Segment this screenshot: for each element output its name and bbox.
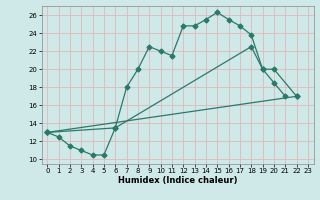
X-axis label: Humidex (Indice chaleur): Humidex (Indice chaleur): [118, 176, 237, 185]
